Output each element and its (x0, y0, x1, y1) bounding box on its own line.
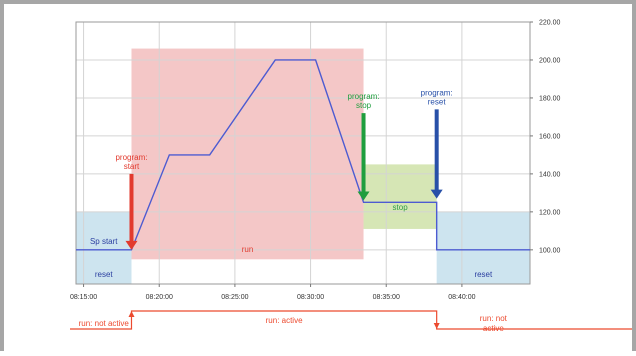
x-tick-label: 08:40:00 (448, 294, 475, 301)
region-label-reset-right: reset (474, 270, 493, 279)
setpoint-series (76, 59, 530, 251)
run-state-rise-arrow (128, 311, 135, 317)
event-label-program-stop: stop (356, 101, 372, 110)
y-tick-label: 180.00 (539, 95, 561, 102)
run-state-fall-arrow (433, 323, 440, 329)
event-label-program-start: start (124, 162, 140, 171)
y-tick-label: 140.00 (539, 171, 561, 178)
y-tick-label: 100.00 (539, 247, 561, 254)
arrow-head-program-reset (430, 189, 443, 199)
region-stop (363, 164, 437, 229)
run-state-label: run: not active (79, 319, 130, 328)
program-chart: 08:15:00 08:20:00 08:25:00 08:30:00 08:35:00… (70, 20, 632, 333)
x-tick-label: 08:15:00 (70, 294, 97, 301)
y-tick-label: 220.00 (539, 20, 561, 27)
state-regions (76, 48, 530, 284)
region-reset-right (436, 211, 530, 284)
arrow-head-program-start (125, 240, 138, 250)
region-run (131, 48, 364, 260)
setpoint-line (76, 59, 530, 251)
region-label-run: run (242, 245, 254, 254)
run-state-label: run: not (480, 314, 508, 323)
run-state-line (70, 310, 632, 330)
region-extra-label-reset-left: Sp start (90, 237, 118, 246)
region-label-reset-left: reset (95, 270, 114, 279)
x-tick-label: 08:20:00 (146, 294, 173, 301)
y-tick-label: 120.00 (539, 209, 561, 216)
region-reset-left (76, 211, 132, 284)
y-tick-label: 200.00 (539, 57, 561, 64)
event-label-program-stop: program: (348, 92, 380, 101)
x-tick-label: 08:25:00 (221, 294, 248, 301)
arrow-head-program-stop (357, 191, 370, 201)
x-tick-label: 08:30:00 (297, 294, 324, 301)
run-state-label: run: active (266, 316, 303, 325)
region-label-stop: stop (393, 203, 409, 212)
plot-border (75, 21, 531, 285)
y-tick-label: 160.00 (539, 133, 561, 140)
event-label-program-reset: program: (421, 88, 453, 97)
region-labels: reset Sp start run stop reset (90, 203, 493, 279)
event-label-program-reset: reset (428, 97, 447, 106)
event-label-program-start: program: (115, 153, 147, 162)
axes: 08:15:00 08:20:00 08:25:00 08:30:00 08:35:00… (70, 20, 561, 302)
x-tick-label: 08:35:00 (373, 294, 400, 301)
run-state-label: active (483, 324, 504, 333)
